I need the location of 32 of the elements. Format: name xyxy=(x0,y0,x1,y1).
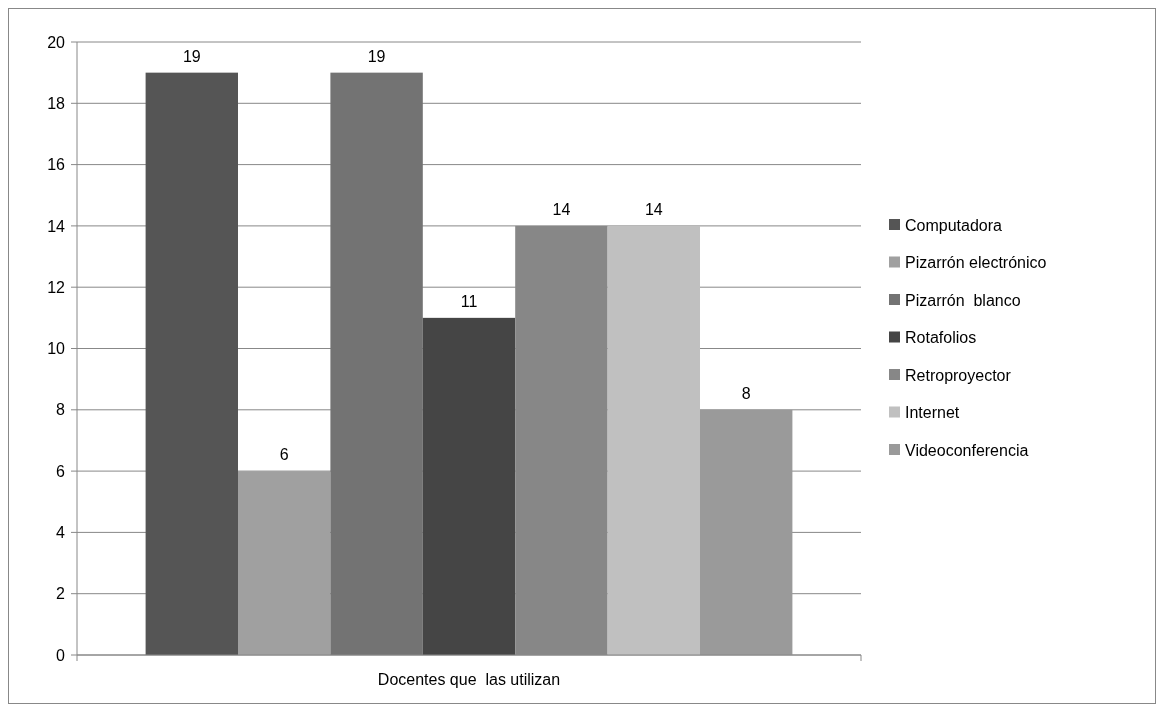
x-tick-label: Docentes que las utilizan xyxy=(377,671,561,688)
bar xyxy=(422,317,516,655)
y-tick-label: 16 xyxy=(47,156,66,174)
data-label: 19 xyxy=(182,47,201,65)
y-tick-label: 20 xyxy=(47,33,66,51)
y-tick-label: 14 xyxy=(47,217,66,235)
legend-label: Pizarrón blanco xyxy=(905,291,1021,309)
bar xyxy=(700,409,793,655)
y-tick-label: 6 xyxy=(56,462,66,480)
data-label: 14 xyxy=(552,200,571,218)
y-tick-label: 8 xyxy=(56,401,66,419)
bar xyxy=(238,471,331,655)
legend-label: Computadora xyxy=(905,216,1003,234)
bar xyxy=(330,72,423,655)
data-label: 6 xyxy=(279,446,289,464)
y-tick-label: 12 xyxy=(47,278,66,296)
data-label: 11 xyxy=(460,292,478,310)
y-tick-label: 2 xyxy=(56,585,66,603)
data-label: 8 xyxy=(741,384,751,402)
data-label: 19 xyxy=(367,47,386,65)
legend-label: Rotafolios xyxy=(905,329,977,347)
legend-label: Retroproyector xyxy=(905,366,1012,384)
legend-label: Videoconferencia xyxy=(905,441,1029,459)
legend-label: Internet xyxy=(905,404,960,422)
legend-label: Pizarrón electrónico xyxy=(905,254,1047,272)
data-label: 14 xyxy=(644,200,663,218)
bar xyxy=(607,225,700,655)
bar xyxy=(145,72,238,655)
y-tick-label: 4 xyxy=(56,524,66,541)
y-tick-label: 18 xyxy=(47,94,66,112)
y-tick-label: 0 xyxy=(56,646,66,664)
y-tick-label: 10 xyxy=(47,340,66,358)
